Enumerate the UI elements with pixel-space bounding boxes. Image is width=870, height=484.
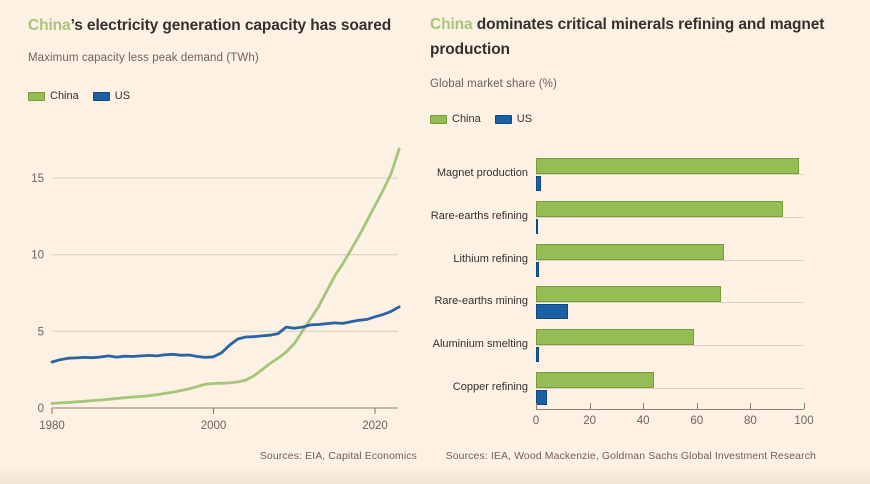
x-tick-label: 0: [532, 415, 540, 427]
category-label: Magnet production: [436, 167, 528, 179]
china-line-series: [50, 147, 401, 405]
x-tick-label: 2000: [201, 420, 227, 432]
x-axis-line: [536, 409, 804, 410]
us-bar: [536, 390, 547, 405]
x-tick: [536, 403, 537, 409]
bar-row-baseline: [536, 259, 804, 261]
bar-row-baseline: [536, 174, 804, 175]
right-chart-legend: China US: [430, 113, 532, 125]
category-label: Copper refining: [452, 381, 528, 393]
bar-row-baseline: [536, 216, 804, 218]
right-chart-source: Sources: IEA, Wood Mackenzie, Goldman Sa…: [445, 450, 816, 462]
category-label: Aluminium smelting: [432, 338, 528, 351]
x-tick: [750, 403, 752, 409]
right-title-line2: production: [430, 41, 510, 58]
us-bar: [536, 347, 539, 363]
left-chart-source: Sources: EIA, Capital Economics: [259, 450, 417, 462]
category-label: Rare-earths mining: [434, 295, 528, 308]
china-bar: [536, 158, 799, 174]
us-legend-label: US: [114, 90, 131, 102]
y-tick-label: 5: [38, 326, 44, 338]
us-bar: [536, 304, 569, 320]
y-tick-label: 15: [31, 173, 44, 185]
bar-row-baseline: [536, 302, 804, 304]
x-tick: [696, 403, 698, 409]
x-tick: [804, 403, 805, 409]
right-title-highlight: China: [430, 16, 473, 33]
us-legend-label: US: [516, 113, 533, 125]
x-tick-label: 1980: [39, 420, 65, 432]
bar-row-baseline: [536, 345, 804, 347]
right-legend-item-us: US: [494, 113, 533, 125]
china-legend-swatch-icon: [28, 91, 45, 101]
x-tick: [589, 403, 591, 409]
x-tick-label: 2020: [362, 420, 388, 432]
left-chart-legend: China US: [28, 90, 130, 102]
x-tick: [643, 403, 645, 409]
china-legend-swatch-icon: [430, 114, 447, 124]
right-chart-title: China dominates critical minerals refini…: [430, 12, 824, 62]
left-title-rest: ’s electricity generation capacity has s…: [70, 17, 392, 34]
category-label: Rare-earths refining: [430, 209, 528, 222]
x-tick-label: 60: [690, 415, 704, 427]
y-tick-label: 10: [31, 250, 44, 262]
x-tick-label: 20: [583, 415, 596, 427]
bar-row-baseline: [536, 388, 804, 389]
x-tick-label: 80: [743, 415, 757, 427]
china-bar: [536, 372, 654, 388]
us-line-series: [50, 305, 401, 364]
us-bar: [536, 261, 539, 277]
china-legend-label: China: [452, 113, 481, 125]
x-tick-label: 100: [794, 415, 814, 427]
china-bar: [536, 200, 783, 217]
right-title-line1: China dominates critical minerals refini…: [430, 12, 824, 37]
y-tick-label: 0: [38, 403, 44, 415]
right-title-rest: dominates critical minerals refining and…: [472, 16, 825, 33]
category-label: Lithium refining: [453, 252, 528, 265]
china-legend-label: China: [50, 90, 79, 102]
us-bar: [536, 176, 542, 191]
us-legend-swatch-icon: [494, 114, 512, 124]
us-legend-swatch-icon: [92, 91, 110, 101]
left-chart-subtitle: Maximum capacity less peak demand (TWh): [28, 52, 259, 64]
left-legend-item-china: China: [28, 90, 79, 102]
right-legend-item-china: China: [430, 113, 481, 125]
x-tick-label: 40: [636, 415, 650, 427]
china-bar: [536, 243, 724, 260]
left-chart-title: China’s electricity generation capacity …: [28, 13, 391, 38]
us-bar: [536, 218, 538, 234]
china-bar: [536, 329, 695, 346]
right-chart-subtitle: Global market share (%): [430, 78, 557, 90]
left-title-highlight: China: [28, 17, 71, 34]
china-bar: [536, 286, 721, 303]
left-legend-item-us: US: [92, 90, 131, 102]
